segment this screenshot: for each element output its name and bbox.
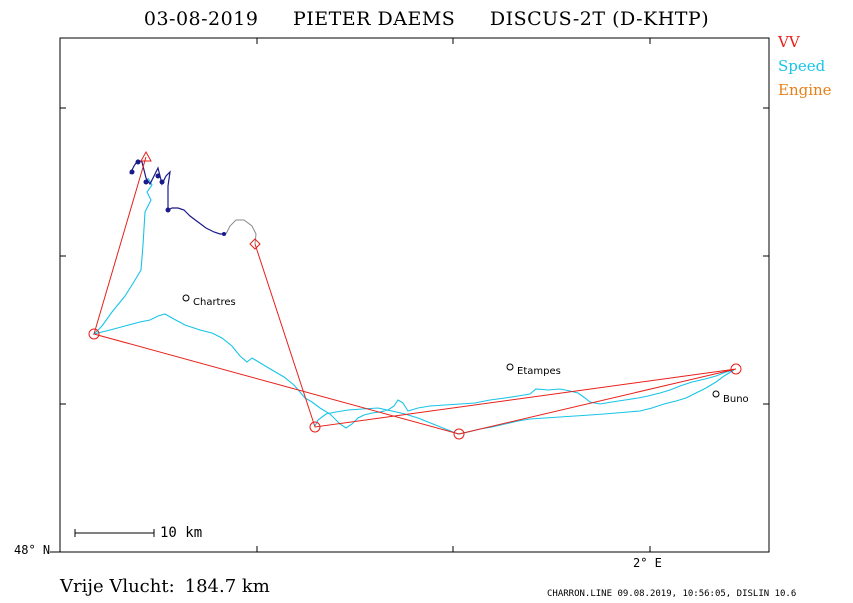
place-label-buno: Buno <box>723 394 749 405</box>
lon-ticks <box>256 38 651 552</box>
place-markers <box>182 294 720 398</box>
place-label-etampes: Etampes <box>517 366 561 377</box>
scale-label: 10 km <box>160 525 203 541</box>
scale-bar <box>74 529 155 537</box>
map-title: 03-08-2019 PIETER DAEMS DISCUS-2T (D-KHT… <box>0 8 853 30</box>
thermal-markers <box>129 159 226 236</box>
finish-marker <box>249 238 261 250</box>
turnpoint-4 <box>309 421 321 433</box>
task-route <box>93 156 737 435</box>
distance-value: 184.7 km <box>184 576 270 597</box>
flight-date: 03-08-2019 <box>143 8 259 30</box>
turnpoint-2 <box>453 428 465 440</box>
distance-label: Vrije Vlucht: <box>60 576 175 597</box>
place-marker-buno <box>712 390 720 398</box>
turnpoints <box>88 150 742 440</box>
legend-vv: VV <box>778 33 800 51</box>
footer-info: CHARRON.LINE 09.08.2019, 10:56:05, DISLI… <box>547 589 797 599</box>
speed-track <box>92 177 735 435</box>
place-marker-chartres <box>182 294 190 302</box>
glider-name: DISCUS-2T (D-KHTP) <box>489 8 710 30</box>
lat-ticks <box>50 107 769 553</box>
gray-track <box>225 219 257 245</box>
turnpoint-3 <box>730 363 742 375</box>
turnpoint-1 <box>88 328 100 340</box>
place-label-chartres: Chartres <box>193 297 236 308</box>
legend-speed: Speed <box>778 57 826 75</box>
place-marker-etampes <box>506 363 514 371</box>
map-frame <box>59 37 770 553</box>
start-marker <box>140 150 152 162</box>
lat-label: 48° N <box>14 543 51 557</box>
pilot-name: PIETER DAEMS <box>292 8 456 30</box>
lon-label: 2° E <box>633 556 662 570</box>
climb-track <box>129 159 226 235</box>
flight-distance: Vrije Vlucht: 184.7 km <box>60 576 270 597</box>
legend-engine: Engine <box>778 81 832 99</box>
